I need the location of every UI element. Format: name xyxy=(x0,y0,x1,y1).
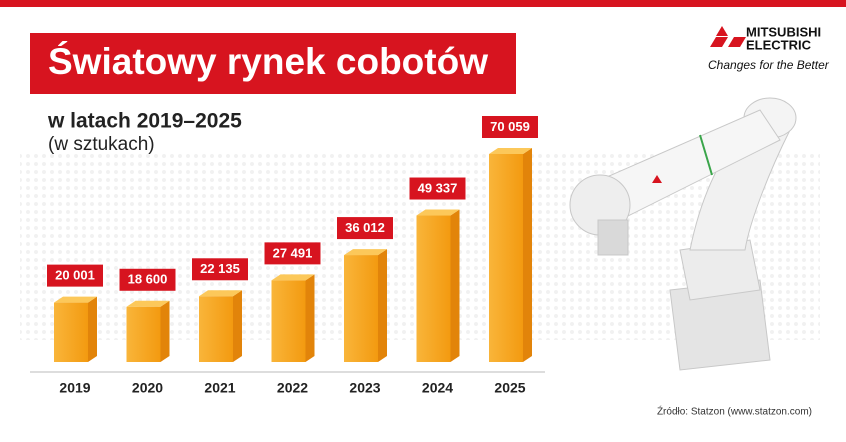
bar-side xyxy=(305,274,315,362)
x-tick-label: 2021 xyxy=(204,380,235,396)
title-box xyxy=(30,33,516,94)
bar xyxy=(416,215,451,362)
value-label-box xyxy=(119,268,176,291)
bar xyxy=(344,255,378,362)
bar-side xyxy=(450,209,460,362)
bar-top xyxy=(199,290,242,297)
value-label: 36 012 xyxy=(345,220,385,235)
bar-top xyxy=(126,300,170,307)
value-label-box xyxy=(264,242,321,265)
value-label: 18 600 xyxy=(128,272,168,287)
value-label: 70 059 xyxy=(490,119,530,134)
bar-top xyxy=(54,296,97,303)
value-label: 22 135 xyxy=(200,261,240,276)
source-note: Źródło: Statzon (www.statzon.com) xyxy=(657,405,812,418)
subtitle: w latach 2019–2025 xyxy=(47,110,242,133)
unit-note: (w sztukach) xyxy=(48,134,155,155)
x-tick-label: 2019 xyxy=(59,380,90,396)
bar xyxy=(199,296,233,362)
bar xyxy=(271,280,306,362)
value-label-box xyxy=(482,116,538,138)
bar xyxy=(126,306,161,362)
x-tick-label: 2024 xyxy=(422,380,453,396)
value-label-box xyxy=(409,177,466,200)
bar xyxy=(54,302,88,362)
logo-line1: MITSUBISHI xyxy=(746,24,821,39)
value-label: 27 491 xyxy=(273,245,313,260)
value-label-box xyxy=(47,264,103,287)
bar-top xyxy=(416,209,460,216)
bar-side xyxy=(88,296,97,362)
bar-side xyxy=(523,148,532,362)
bar-side xyxy=(233,290,242,362)
bar xyxy=(489,154,523,362)
value-label: 49 337 xyxy=(418,180,458,195)
bar-side xyxy=(160,300,170,362)
x-tick-label: 2023 xyxy=(349,380,380,396)
x-tick-label: 2022 xyxy=(277,380,308,396)
bar-top xyxy=(344,249,387,256)
value-label: 20 001 xyxy=(55,268,95,283)
logo-slogan: Changes for the Better xyxy=(708,58,830,72)
bar-top xyxy=(271,274,315,281)
logo-mark xyxy=(710,26,746,47)
robot-illustration xyxy=(569,97,797,371)
chart-title: Światowy rynek cobotów xyxy=(48,40,488,82)
bar-side xyxy=(378,249,387,362)
top-stripe xyxy=(0,0,846,7)
value-label-box xyxy=(192,258,248,281)
logo-line2: ELECTRIC xyxy=(746,37,812,52)
bar-top xyxy=(489,148,532,154)
value-label-box xyxy=(337,217,393,240)
x-tick-label: 2020 xyxy=(132,380,163,396)
x-tick-label: 2025 xyxy=(494,380,525,396)
